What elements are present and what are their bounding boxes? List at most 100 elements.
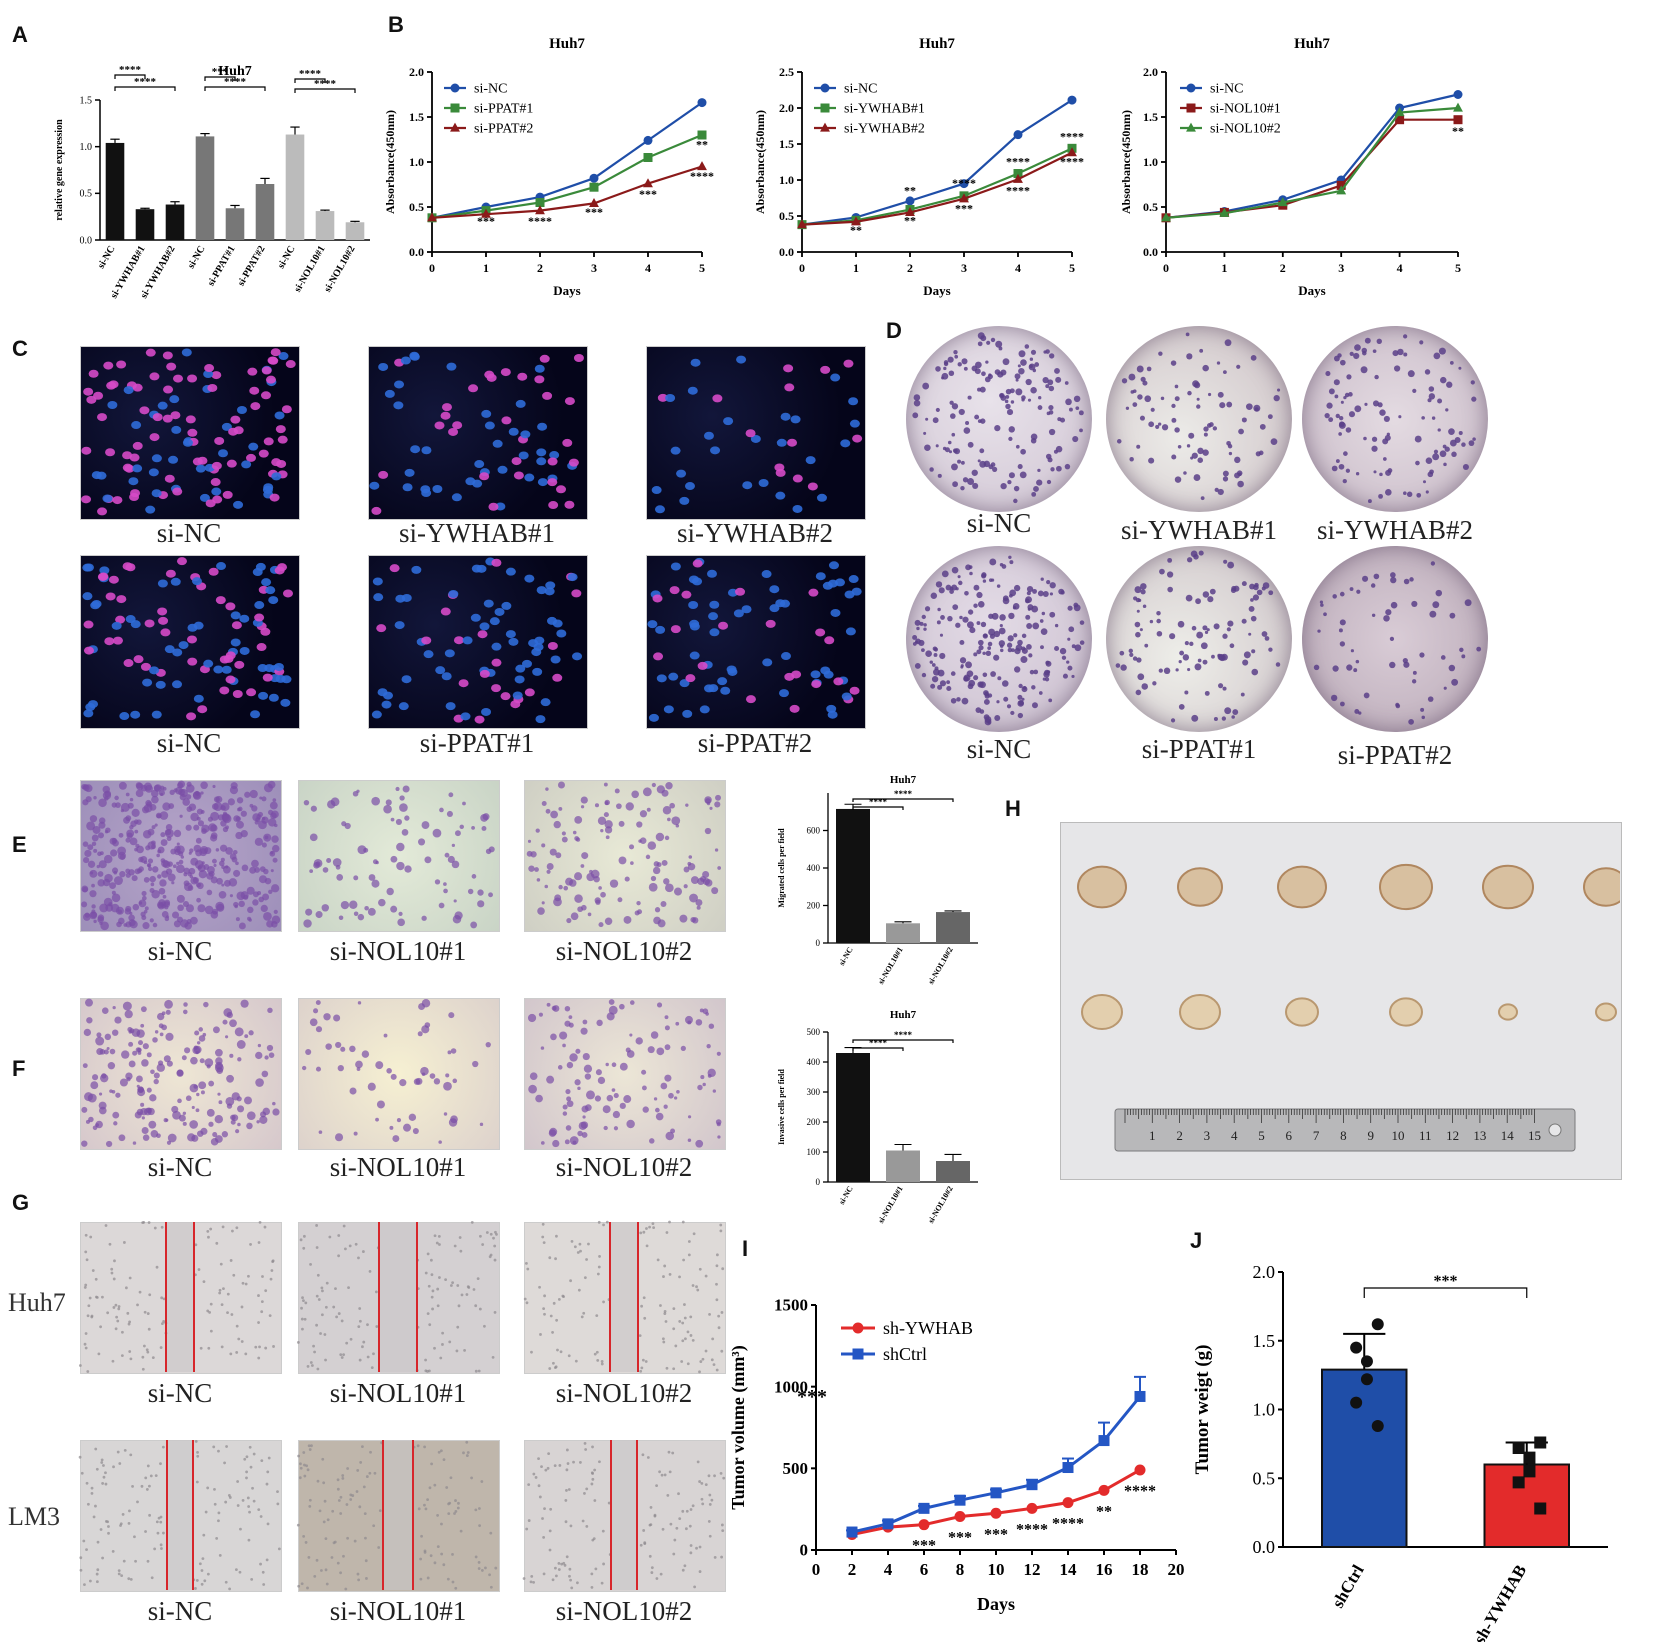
x-tick-label: 1 xyxy=(853,261,859,275)
y-tick-label: 2.0 xyxy=(409,65,424,79)
chart-title: Huh7 xyxy=(1294,36,1330,52)
legend-label: shCtrl xyxy=(883,1344,927,1364)
significance-bracket xyxy=(204,76,236,81)
caption-g-3: si-NOL10#2 xyxy=(555,1378,693,1408)
x-tick-label: 20 xyxy=(1168,1560,1185,1579)
data-point xyxy=(1512,1442,1525,1454)
x-tick-label: 3 xyxy=(1338,261,1344,275)
y-tick-label: 500 xyxy=(807,1027,821,1037)
data-point xyxy=(820,122,830,132)
significance-bracket xyxy=(852,806,904,810)
data-point xyxy=(1277,197,1288,207)
data-point xyxy=(1161,212,1171,222)
bar xyxy=(345,222,365,240)
significance-label: *** xyxy=(1434,1273,1458,1290)
significance-label: **** xyxy=(1006,155,1030,169)
series-line xyxy=(801,151,1073,226)
category-label: si-NOL10#1 xyxy=(876,946,904,986)
data-point xyxy=(905,207,915,216)
data-point xyxy=(820,103,830,113)
category-label: sh-YWHAB xyxy=(1470,1562,1530,1643)
caption-g-2: si-NOL10#1 xyxy=(329,1378,467,1408)
x-tick-label: 0 xyxy=(799,261,805,275)
data-point xyxy=(1098,1484,1110,1496)
x-tick-label: 3 xyxy=(961,261,967,275)
image-g-lm3-si-nol10-2 xyxy=(524,1440,726,1592)
chart-j-tumor-weight: 0.0 0.5 1.0 1.5 2.0 Tumor weigt (g) shCtrl sh-Y… xyxy=(1192,1262,1608,1643)
bar xyxy=(886,1150,920,1182)
significance-label: **** xyxy=(134,76,157,88)
caption-g-4: si-NC xyxy=(147,1596,213,1626)
y-tick-label: 2.0 xyxy=(779,101,794,115)
data-point xyxy=(697,98,707,108)
bar xyxy=(315,211,335,240)
caption-d-4: si-NC xyxy=(966,734,1032,764)
legend-label: si-PPAT#2 xyxy=(474,122,533,137)
data-point xyxy=(1360,1355,1373,1368)
data-point xyxy=(1523,1465,1536,1478)
data-point xyxy=(820,83,830,93)
bar xyxy=(165,204,185,240)
y-tick-label: 1.0 xyxy=(1143,155,1158,169)
significance-label: **** xyxy=(299,68,322,80)
significance-label: **** xyxy=(119,64,142,76)
data-point xyxy=(1453,90,1463,99)
y-tick-label: 0.0 xyxy=(1143,245,1158,259)
caption-f-2: si-NOL10#1 xyxy=(329,1152,467,1182)
caption-c-4: si-NC xyxy=(156,728,222,758)
significance-bracket xyxy=(114,86,176,91)
y-tick-label: 2.0 xyxy=(1253,1262,1276,1282)
category-label: si-PPAT#2 xyxy=(236,244,268,288)
significance-label: **** xyxy=(690,169,714,183)
x-axis-label: Days xyxy=(977,1594,1015,1614)
y-tick-label: 1000 xyxy=(774,1377,808,1396)
data-point xyxy=(1350,1341,1363,1354)
bar xyxy=(225,208,245,240)
x-tick-label: 4 xyxy=(645,261,651,275)
data-point xyxy=(450,83,460,93)
y-tick-label: 0.5 xyxy=(779,209,794,223)
significance-label: **** xyxy=(952,176,976,190)
y-axis-label: Tumor volume (mm³) xyxy=(728,1345,749,1509)
caption-d-6: si-PPAT#2 xyxy=(1337,740,1453,770)
data-point xyxy=(450,122,460,132)
x-tick-label: 0 xyxy=(1163,261,1169,275)
bar xyxy=(886,923,920,943)
significance-label: **** xyxy=(894,789,913,799)
y-tick-label: 1.5 xyxy=(1143,110,1158,124)
significance-label: **** xyxy=(1016,1521,1048,1538)
x-axis-label: Days xyxy=(1298,283,1325,298)
y-axis-label: Invasive cells per field xyxy=(777,1069,786,1145)
chart-title: Huh7 xyxy=(218,64,251,79)
data-point xyxy=(589,182,599,192)
data-point xyxy=(990,1487,1002,1499)
category-label: shCtrl xyxy=(1328,1561,1368,1611)
panel-label-d: D xyxy=(886,318,902,343)
x-tick-label: 4 xyxy=(1397,261,1403,275)
significance-label: **** xyxy=(894,1030,913,1040)
y-tick-label: 1500 xyxy=(774,1296,808,1315)
data-point xyxy=(1013,169,1023,179)
caption-f-1: si-NC xyxy=(147,1152,213,1182)
data-point xyxy=(1026,1502,1038,1514)
image-g-huh7-si-nol10-2 xyxy=(524,1222,726,1374)
panel-label-a: A xyxy=(12,22,28,47)
data-point xyxy=(1360,1373,1373,1386)
bar xyxy=(285,134,305,240)
y-tick-label: 1.5 xyxy=(409,110,424,124)
significance-label: ** xyxy=(850,223,862,237)
image-e-si-nol10-1 xyxy=(298,780,500,932)
significance-label: *** xyxy=(585,205,603,219)
series-line xyxy=(431,101,703,219)
bar xyxy=(1321,1368,1408,1548)
data-point xyxy=(643,153,653,162)
significance-bracket xyxy=(852,1047,904,1051)
data-point xyxy=(1186,122,1196,132)
series-line xyxy=(431,133,703,219)
significance-label: ** xyxy=(904,183,916,197)
category-label: si-NOL10#2 xyxy=(322,244,357,294)
data-point xyxy=(1336,185,1347,195)
y-tick-label: 300 xyxy=(807,1087,821,1097)
bar xyxy=(836,808,870,943)
significance-label: *** xyxy=(212,66,229,78)
